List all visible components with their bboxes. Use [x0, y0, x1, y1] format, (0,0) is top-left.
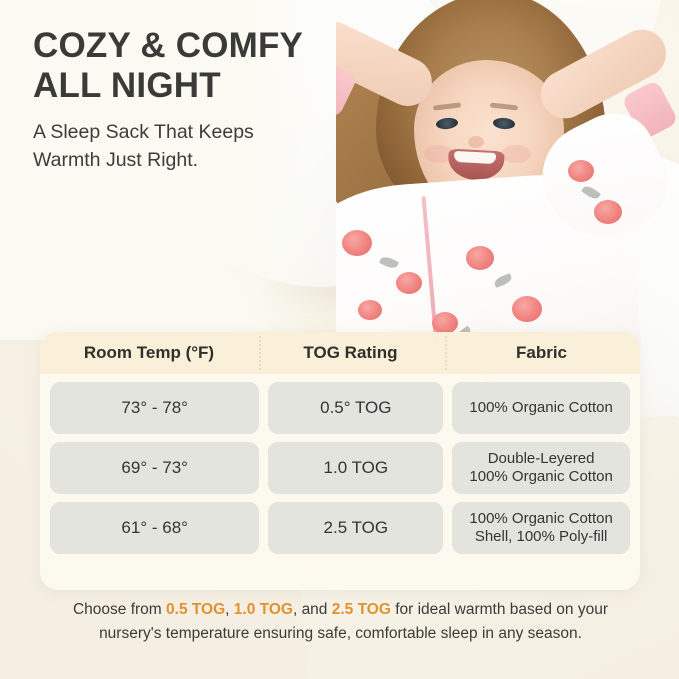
- cheek-right: [501, 145, 531, 163]
- column-divider-1: [259, 336, 261, 370]
- table-row: 73° - 78° 0.5° TOG 100% Organic Cotton: [50, 382, 630, 434]
- caption-tog-3: 2.5 TOG: [331, 601, 391, 618]
- caption-tog-1: 0.5 TOG: [166, 601, 226, 618]
- cheek-left: [424, 145, 454, 163]
- rose-print: [396, 272, 422, 294]
- left-gradient-overlay: [0, 0, 330, 340]
- cell-room-temp: 73° - 78°: [50, 382, 260, 434]
- subhead-line-1: A Sleep Sack That Keeps: [33, 121, 254, 143]
- tog-comparison-card: Room Temp (°F) TOG Rating Fabric 73° - 7…: [40, 332, 640, 590]
- rose-print: [358, 300, 382, 320]
- nose: [468, 136, 484, 148]
- cell-fabric: 100% Organic Cotton: [452, 382, 630, 434]
- column-divider-2: [445, 336, 447, 370]
- cell-tog-rating: 0.5° TOG: [268, 382, 444, 434]
- page-title: COZY & COMFY ALL NIGHT: [33, 26, 363, 107]
- caption-part-4: for ideal warmth based on your nursery's…: [99, 601, 609, 642]
- headline-line-1: COZY & COMFY: [33, 26, 304, 65]
- cell-tog-rating: 2.5 TOG: [268, 502, 444, 554]
- table-row: 61° - 68° 2.5 TOG 100% Organic Cotton Sh…: [50, 502, 630, 554]
- cell-fabric: Double-Leyered 100% Organic Cotton: [452, 442, 630, 494]
- caption-tog-2: 1.0 TOG: [233, 601, 293, 618]
- cell-room-temp: 61° - 68°: [50, 502, 260, 554]
- caption-part-1: Choose from: [72, 601, 167, 618]
- teeth: [453, 150, 497, 165]
- fabric-line-2: 100% Organic Cotton: [469, 468, 613, 485]
- fabric-line-1: Double-Leyered: [487, 450, 595, 467]
- rose-print: [512, 296, 542, 322]
- footer-caption: Choose from 0.5 TOG, 1.0 TOG, and 2.5 TO…: [48, 598, 633, 645]
- table-row: 69° - 73° 1.0 TOG Double-Leyered 100% Or…: [50, 442, 630, 494]
- rose-print: [594, 200, 622, 224]
- child-photo: [336, 0, 679, 345]
- rose-print: [342, 230, 372, 256]
- page-subtitle: A Sleep Sack That Keeps Warmth Just Righ…: [33, 118, 333, 175]
- fabric-line-1: 100% Organic Cotton: [469, 399, 613, 416]
- table-header-row: Room Temp (°F) TOG Rating Fabric: [40, 332, 640, 374]
- cell-tog-rating: 1.0 TOG: [268, 442, 444, 494]
- table-body: 73° - 78° 0.5° TOG 100% Organic Cotton 6…: [40, 374, 640, 564]
- subhead-line-2: Warmth Just Right.: [33, 149, 199, 172]
- fabric-line-2: Shell, 100% Poly-fill: [474, 528, 608, 545]
- caption-part-3: , and: [292, 601, 332, 618]
- rose-print: [466, 246, 494, 270]
- column-header-fabric: Fabric: [515, 343, 568, 362]
- fabric-line-1: 100% Organic Cotton: [469, 510, 613, 527]
- headline-line-2: ALL NIGHT: [33, 66, 221, 106]
- caption-part-2: ,: [225, 601, 234, 618]
- column-header-tog-rating: TOG Rating: [303, 343, 398, 362]
- column-header-room-temp: Room Temp (°F): [83, 343, 215, 362]
- rose-print: [568, 160, 594, 182]
- cell-room-temp: 69° - 73°: [50, 442, 260, 494]
- cell-fabric: 100% Organic Cotton Shell, 100% Poly-fil…: [452, 502, 630, 554]
- rose-print: [432, 312, 458, 334]
